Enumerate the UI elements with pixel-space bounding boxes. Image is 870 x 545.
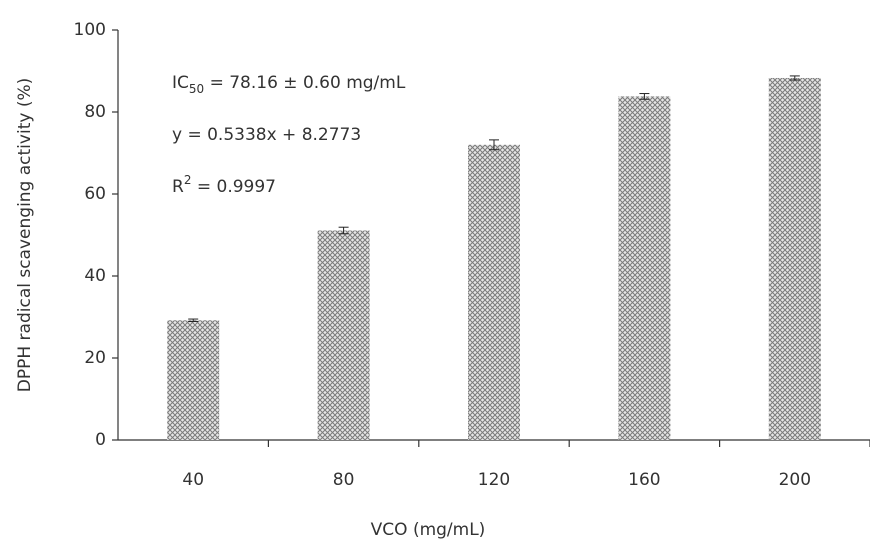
bar: [318, 230, 370, 440]
bar: [468, 145, 520, 440]
y-tick-label: 80: [84, 102, 106, 122]
annotation-text: = 0.9997: [191, 177, 276, 197]
annotation-subscript: 50: [189, 82, 204, 96]
annotation: IC50 = 78.16 ± 0.60 mg/mL: [172, 73, 406, 96]
bar: [167, 320, 219, 440]
y-tick-label: 40: [84, 266, 106, 286]
annotation-base: R: [172, 177, 184, 197]
bar: [769, 78, 821, 440]
annotation: R2 = 0.9997: [172, 173, 276, 198]
x-tick-label: 200: [779, 470, 811, 490]
bar: [618, 96, 670, 440]
annotation-text: y = 0.5338x + 8.2773: [172, 125, 361, 145]
x-axis-label: VCO (mg/mL): [371, 520, 486, 540]
y-axis-label: DPPH radical scavenging activity (%): [15, 78, 35, 392]
y-tick-label: 20: [84, 348, 106, 368]
x-tick-label: 160: [628, 470, 660, 490]
x-tick-label: 40: [182, 470, 204, 490]
y-tick-label: 0: [95, 430, 106, 450]
x-tick-label: 80: [333, 470, 355, 490]
chart: VCO (mg/mL) DPPH radical scavenging acti…: [0, 0, 870, 545]
annotation-superscript: 2: [184, 173, 192, 187]
y-tick-label: 100: [74, 20, 106, 40]
annotation: y = 0.5338x + 8.2773: [172, 125, 361, 145]
annotation-base: IC: [172, 73, 189, 93]
x-tick-label: 120: [478, 470, 510, 490]
annotation-text: = 78.16 ± 0.60 mg/mL: [204, 73, 406, 93]
y-tick-label: 60: [84, 184, 106, 204]
